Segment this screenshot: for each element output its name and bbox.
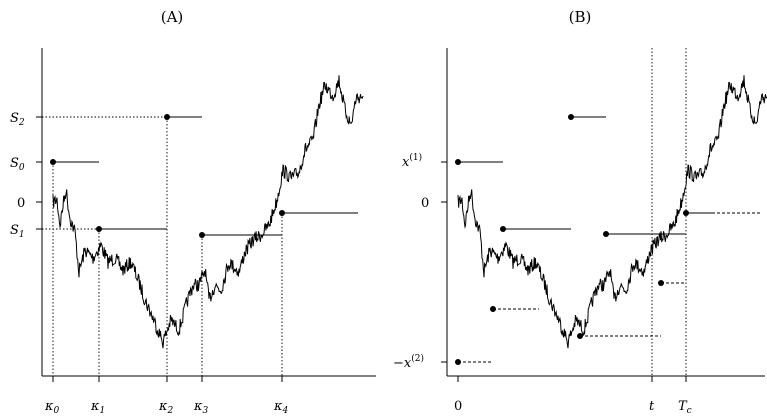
label-s0: S0 <box>10 156 25 173</box>
point-b3 <box>500 226 506 232</box>
label-tc: Tc <box>678 399 692 416</box>
label-k1: κ1 <box>90 399 105 416</box>
point-b2 <box>568 114 574 120</box>
point-s1 <box>96 226 102 232</box>
point-s0 <box>50 159 56 165</box>
label-k3: κ3 <box>193 399 209 416</box>
label-x1: x(1) <box>402 152 422 170</box>
label-k0: κ0 <box>44 399 60 416</box>
point-b1 <box>455 159 461 165</box>
point-s2 <box>164 114 170 120</box>
point-s3 <box>199 232 205 238</box>
point-b7 <box>490 306 496 312</box>
panel-b: (B) x(1) 0 −x(2) 0 t Tc <box>393 8 767 416</box>
point-b4 <box>603 231 609 237</box>
label-t: t <box>649 399 655 414</box>
label-zero-b: 0 <box>421 196 429 211</box>
point-b8 <box>577 333 583 339</box>
panel-a: (A) S2 S0 0 S1 κ0 κ1 κ2 κ3 κ4 <box>10 8 376 416</box>
point-b6 <box>658 280 664 286</box>
random-walk-path-a <box>52 75 364 349</box>
label-s2: S2 <box>10 111 25 128</box>
panel-a-title: (A) <box>161 8 184 26</box>
label-k4: κ4 <box>273 399 289 416</box>
label-zero-a: 0 <box>17 196 25 211</box>
label-x2: −x(2) <box>393 353 424 371</box>
point-b9 <box>455 359 461 365</box>
label-k2: κ2 <box>158 399 174 416</box>
point-s4 <box>279 210 285 216</box>
label-0-b: 0 <box>454 399 462 414</box>
panel-b-title: (B) <box>569 8 592 26</box>
point-b5 <box>683 210 689 216</box>
random-walk-path-b <box>457 75 767 349</box>
label-s1: S1 <box>10 223 25 240</box>
